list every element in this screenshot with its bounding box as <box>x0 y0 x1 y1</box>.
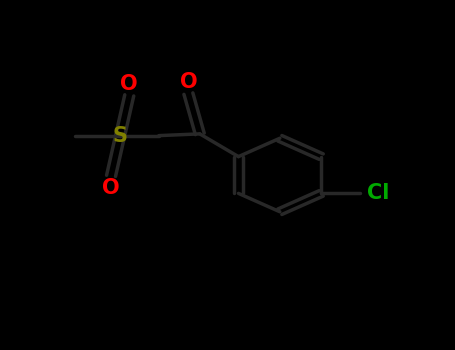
Text: Cl: Cl <box>367 183 389 203</box>
Text: O: O <box>180 72 197 92</box>
Text: O: O <box>121 74 138 93</box>
Text: O: O <box>102 178 120 198</box>
Text: S: S <box>113 126 128 146</box>
